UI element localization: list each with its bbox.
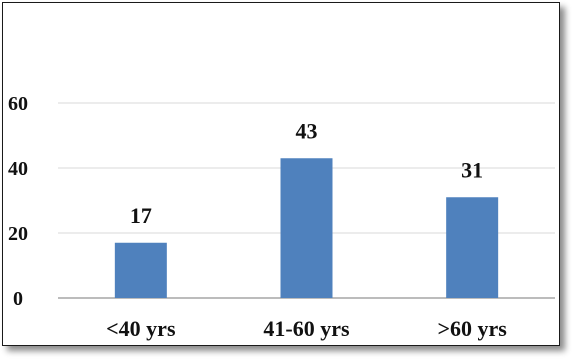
bar <box>280 158 333 298</box>
y-tick-label: 20 <box>8 223 28 245</box>
data-labels: 17 43 31 <box>130 118 483 228</box>
data-label: 31 <box>461 157 483 182</box>
y-tick-label: 0 <box>13 288 23 310</box>
x-category-label: >60 yrs <box>437 316 507 341</box>
data-label: 17 <box>130 203 152 228</box>
bar <box>446 197 499 298</box>
bar <box>114 242 167 298</box>
x-category-label: <40 yrs <box>106 316 176 341</box>
x-axis-categories: <40 yrs 41-60 yrs >60 yrs <box>106 316 507 341</box>
x-category-label: 41-60 yrs <box>263 316 350 341</box>
bars <box>114 158 499 298</box>
data-label: 43 <box>296 118 318 143</box>
y-tick-label: 60 <box>8 93 28 115</box>
y-tick-label: 40 <box>8 158 28 180</box>
y-axis-ticks: 0 20 40 60 <box>8 93 28 310</box>
